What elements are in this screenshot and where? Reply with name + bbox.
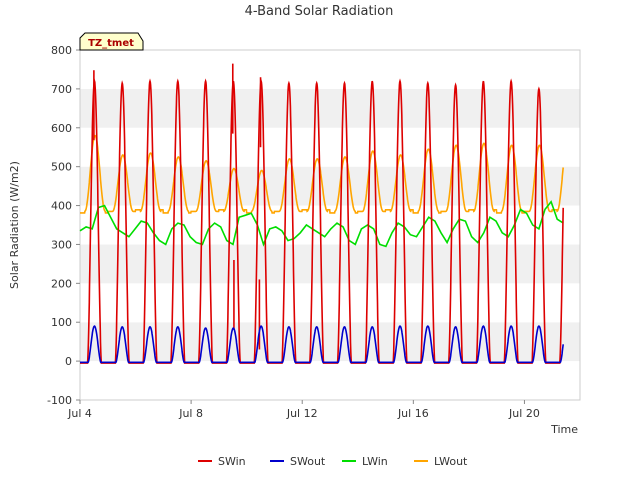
y-tick-label: 700	[51, 83, 72, 96]
y-tick-label: 100	[51, 316, 72, 329]
annotation-label: TZ_tmet	[88, 38, 134, 49]
grid-band	[80, 322, 580, 362]
x-axis: Jul 4 Jul 8 Jul 12 Jul 16 Jul 20	[67, 400, 540, 420]
y-tick-label: 800	[51, 44, 72, 57]
series-line-lwout	[80, 134, 564, 214]
x-tick-label: Jul 4	[67, 407, 92, 420]
grid-band	[80, 166, 580, 206]
grid-band	[80, 50, 580, 89]
plot-background	[80, 50, 580, 400]
series-line-swin	[80, 78, 564, 364]
annotation-frame	[79, 32, 144, 51]
plot-area	[79, 49, 581, 401]
y-axis-label: Solar Radiation (W/m2)	[8, 161, 21, 289]
y-tick-label: 600	[51, 122, 72, 135]
series-line-swout	[80, 325, 564, 364]
y-tick-label: -100	[47, 394, 72, 407]
grid-band	[80, 88, 580, 128]
y-tick-label: 300	[51, 238, 72, 251]
legend-label-swin: SWin	[218, 455, 246, 468]
series-line-lwin	[79, 200, 564, 248]
x-tick-label: Jul 20	[508, 407, 540, 420]
y-axis: -100 0 100 200 300 400 500 600 700 800	[47, 44, 80, 407]
legend-label-lwin: LWin	[362, 455, 388, 468]
grid-band	[80, 127, 580, 167]
y-tick-label: 500	[51, 161, 72, 174]
legend-label-swout: SWout	[290, 455, 326, 468]
y-tick-label: 200	[51, 277, 72, 290]
grid-band	[80, 361, 580, 400]
legend-label-lwout: LWout	[434, 455, 468, 468]
series-lines	[79, 63, 564, 364]
x-tick-label: Jul 12	[286, 407, 318, 420]
grid-band	[80, 283, 580, 323]
x-axis-label: Time	[550, 423, 578, 436]
y-tick-label: 0	[65, 355, 72, 368]
y-tick-label: 400	[51, 200, 72, 213]
chart-title: 4-Band Solar Radiation	[245, 4, 394, 19]
annotation-box: TZ_tmet	[79, 32, 144, 51]
grid-band	[80, 244, 580, 284]
legend: SWin SWout LWin LWout	[198, 455, 468, 468]
x-tick-label: Jul 8	[178, 407, 203, 420]
x-tick-label: Jul 16	[397, 407, 429, 420]
